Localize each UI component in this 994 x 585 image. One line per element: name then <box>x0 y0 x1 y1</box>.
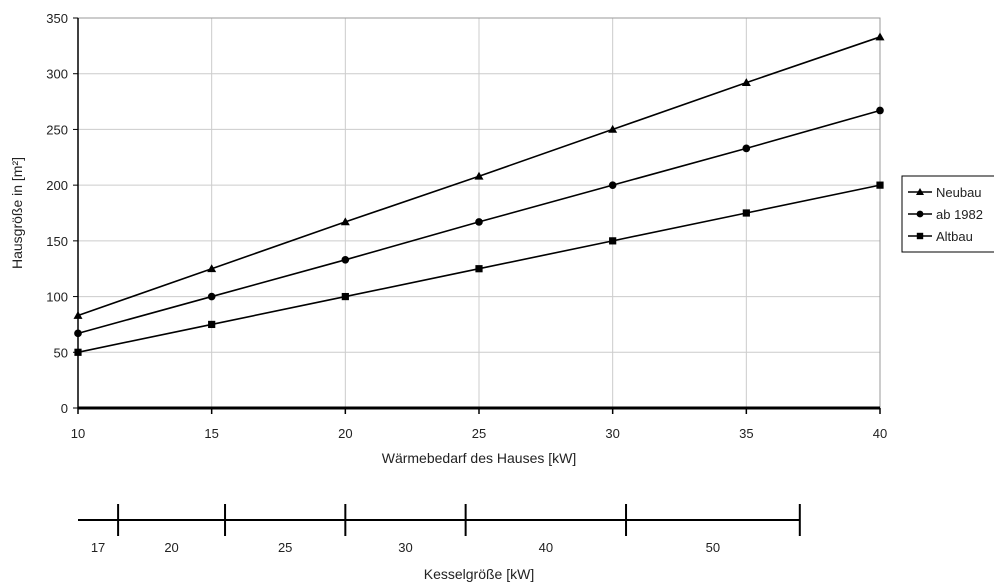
boiler-size-scale: 17 20 25 30 40 50 <box>78 504 801 555</box>
legend-item: ab 1982 <box>908 207 983 222</box>
series-altbau <box>74 181 884 356</box>
legend-label: Neubau <box>936 185 982 200</box>
y-tick-label: 300 <box>46 67 68 82</box>
data-point <box>341 292 349 301</box>
data-point <box>207 264 217 273</box>
data-point <box>208 320 216 329</box>
data-point <box>73 311 83 319</box>
data-point <box>474 171 484 180</box>
data-point <box>74 329 82 338</box>
y-tick-label: 200 <box>46 178 68 193</box>
legend-marker <box>916 188 924 195</box>
x-tick-label: 40 <box>873 426 887 441</box>
boiler-size-label: 20 <box>164 540 178 555</box>
data-point <box>742 144 751 153</box>
data-point <box>876 106 884 115</box>
series-ab-1982 <box>74 106 884 338</box>
series-group <box>73 32 885 356</box>
data-point <box>608 124 618 133</box>
y-tick-label: 100 <box>46 290 68 305</box>
boiler-scale-title: Kesselgröße [kW] <box>424 566 534 582</box>
data-point <box>741 78 751 87</box>
y-tick-label: 150 <box>46 234 68 249</box>
data-point <box>207 292 216 301</box>
x-tick-label: 35 <box>739 426 753 441</box>
boiler-size-label: 50 <box>706 540 720 555</box>
data-point <box>608 181 617 189</box>
x-tick-label: 20 <box>338 426 352 441</box>
boiler-size-label: 25 <box>278 540 292 555</box>
x-tick-label: 10 <box>71 426 85 441</box>
y-axis-title: Hausgröße in [m²] <box>9 157 25 269</box>
legend-label: Altbau <box>936 229 973 244</box>
legend-marker <box>916 210 924 218</box>
data-point <box>340 217 350 226</box>
x-tick-label: 25 <box>472 426 486 441</box>
data-point <box>341 255 350 264</box>
y-tick-label: 250 <box>46 122 68 137</box>
boiler-size-label: 17 <box>91 540 105 555</box>
y-tick-labels: 0 50 100 150 200 250 300 350 <box>46 11 78 416</box>
y-tick-label: 50 <box>54 345 68 360</box>
boiler-size-label: 30 <box>398 540 412 555</box>
boiler-size-label: 40 <box>539 540 553 555</box>
data-point <box>609 237 617 245</box>
x-tick-labels: 10 15 20 25 30 35 40 <box>71 408 887 441</box>
data-point <box>875 32 885 41</box>
data-point <box>74 348 82 356</box>
x-axis-title: Wärmebedarf des Hauses [kW] <box>382 450 577 466</box>
data-point <box>475 218 483 226</box>
data-point <box>876 181 884 189</box>
x-tick-label: 30 <box>605 426 619 441</box>
legend: Neubau ab 1982 Altbau <box>901 175 994 253</box>
x-tick-label: 15 <box>204 426 218 441</box>
y-tick-label: 0 <box>61 401 68 416</box>
legend-item: Altbau <box>908 229 973 244</box>
y-tick-label: 350 <box>46 11 68 26</box>
legend-marker <box>916 232 924 240</box>
series-neubau <box>73 32 885 319</box>
legend-item: Neubau <box>908 185 982 200</box>
gridlines <box>77 17 881 409</box>
data-point <box>742 209 750 217</box>
legend-label: ab 1982 <box>936 207 983 222</box>
data-point <box>475 265 483 273</box>
